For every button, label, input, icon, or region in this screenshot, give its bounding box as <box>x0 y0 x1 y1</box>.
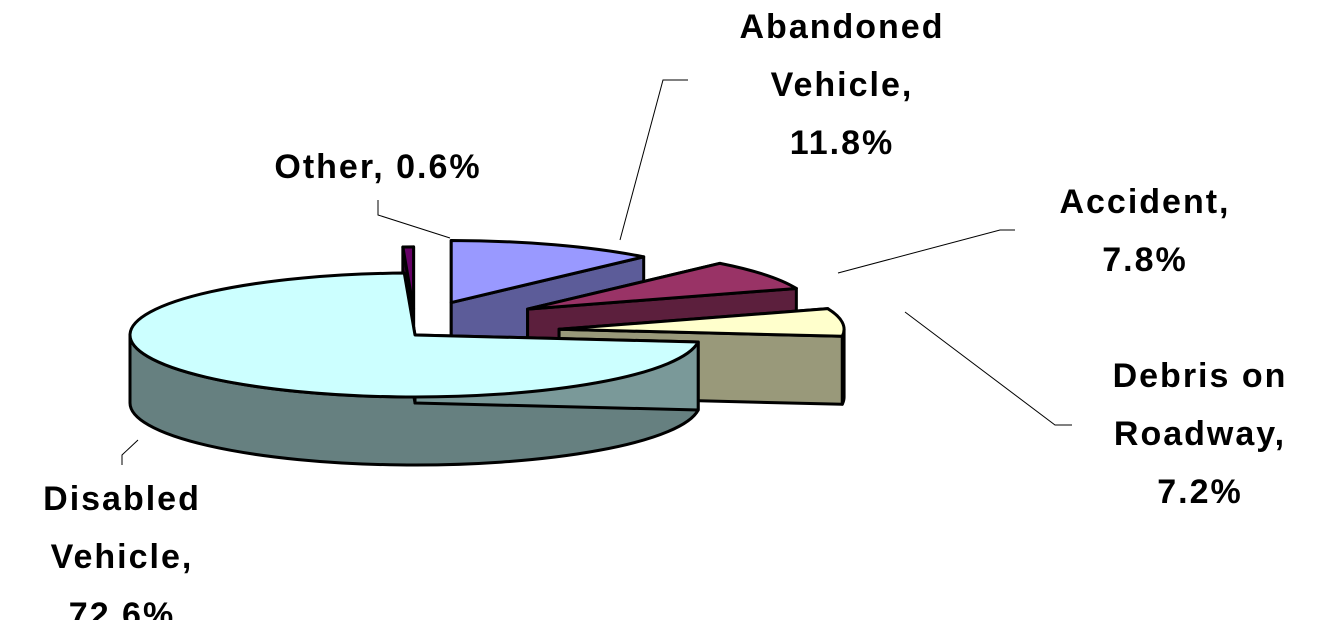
data-label-line-other: Other, 0.6% <box>274 148 481 186</box>
leader-lines <box>121 79 1072 465</box>
leader-line-disabled-vehicle <box>121 439 139 465</box>
slices-layer <box>128 239 846 467</box>
pie-slice-top-abandoned-vehicle <box>449 239 646 305</box>
data-label-line-debris-on-roadway: Roadway, <box>1114 415 1286 453</box>
data-label-other: Other, 0.6% <box>274 148 481 186</box>
data-labels: Abandoned Vehicle, 11.8% Accident, 7.8% Debri… <box>43 8 1288 620</box>
pie-slice-top-accident <box>526 261 798 311</box>
data-label-debris-on-roadway: Debris on Roadway, 7.2% <box>1113 357 1288 511</box>
pie-slice-top-debris-on-roadway <box>557 307 846 338</box>
data-label-abandoned-vehicle: Abandoned Vehicle, 11.8% <box>740 8 945 162</box>
data-label-line-accident: 7.8% <box>1102 241 1188 279</box>
data-label-accident: Accident, 7.8% <box>1059 183 1230 279</box>
pie-slice-top-other <box>401 245 416 311</box>
data-label-line-abandoned-vehicle: Vehicle, <box>771 66 914 104</box>
data-label-line-abandoned-vehicle: 11.8% <box>790 124 895 162</box>
data-label-disabled-vehicle: Disabled Vehicle, 72.6% <box>43 480 201 620</box>
data-label-line-disabled-vehicle: 72.6% <box>69 596 175 620</box>
data-label-line-debris-on-roadway: Debris on <box>1113 357 1288 395</box>
pie-slice-top-disabled-vehicle <box>128 271 700 399</box>
data-label-line-disabled-vehicle: Disabled <box>43 480 201 518</box>
pie-slice-disabled-vehicle <box>128 271 700 467</box>
data-label-line-accident: Accident, <box>1059 183 1230 221</box>
leader-line-abandoned-vehicle <box>619 79 688 241</box>
data-label-line-debris-on-roadway: 7.2% <box>1157 473 1243 511</box>
leader-line-accident <box>837 229 1015 274</box>
leader-line-debris-on-roadway <box>904 311 1072 426</box>
data-label-line-abandoned-vehicle: Abandoned <box>740 8 945 46</box>
data-label-line-disabled-vehicle: Vehicle, <box>51 538 194 576</box>
leader-line-other <box>377 200 451 239</box>
